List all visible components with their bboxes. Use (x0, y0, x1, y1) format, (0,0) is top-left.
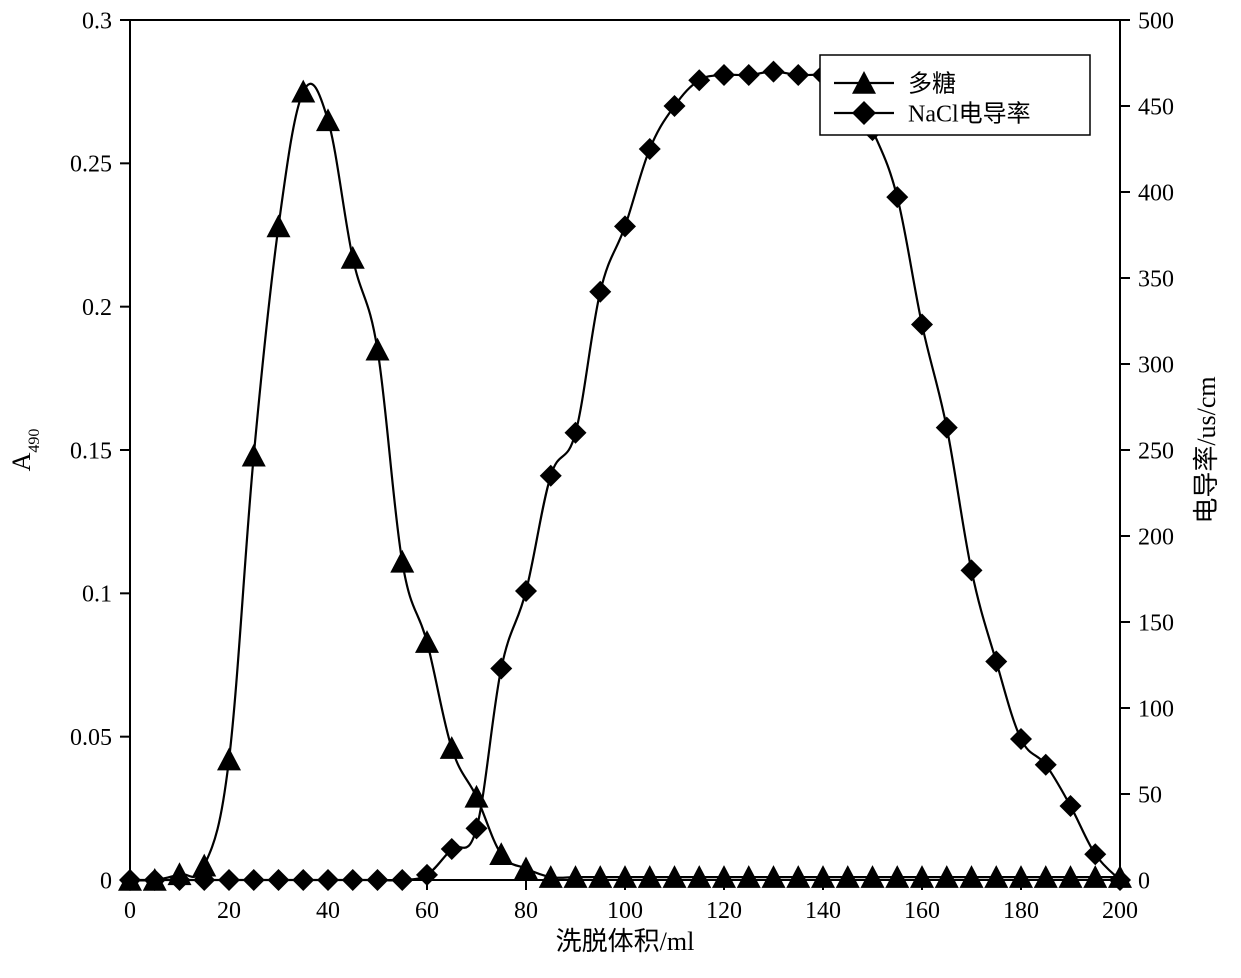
series-marker-NaCl电导率 (1060, 795, 1082, 817)
x-tick-label: 140 (805, 898, 841, 924)
x-tick-label: 80 (514, 898, 538, 924)
series-marker-NaCl电导率 (342, 869, 364, 891)
elution-chart: 0 20 40 60 80 100 120 140 160 180 200 洗脱体积/ml 0 0.05 0… (0, 0, 1241, 978)
series-marker-NaCl电导率 (1010, 728, 1032, 750)
series-marker-多糖 (341, 246, 365, 269)
series-line-多糖 (130, 84, 1120, 881)
yr-tick-label: 0 (1138, 868, 1150, 894)
yr-tick-label: 100 (1138, 696, 1174, 722)
series-marker-NaCl电导率 (268, 869, 290, 891)
series-marker-多糖 (390, 550, 414, 573)
legend-label: NaCl电导率 (908, 100, 1031, 127)
series-marker-NaCl电导率 (911, 313, 933, 335)
series-marker-NaCl电导率 (367, 869, 389, 891)
series-marker-多糖 (539, 865, 563, 888)
yr-tick-label: 500 (1138, 8, 1174, 34)
series-marker-多糖 (242, 444, 266, 467)
series-marker-NaCl电导率 (1084, 843, 1106, 865)
yr-tick-label: 300 (1138, 352, 1174, 378)
x-tick-label: 160 (904, 898, 940, 924)
series-marker-NaCl电导率 (614, 215, 636, 237)
series-marker-NaCl电导率 (763, 61, 785, 83)
chart-container: 0 20 40 60 80 100 120 140 160 180 200 洗脱体积/ml 0 0.05 0… (0, 0, 1241, 978)
x-tick-label: 120 (706, 898, 742, 924)
series-marker-NaCl电导率 (589, 281, 611, 303)
series-marker-多糖 (366, 338, 390, 361)
series-marker-NaCl电导率 (985, 651, 1007, 673)
series-marker-多糖 (316, 108, 340, 131)
x-tick-label: 0 (124, 898, 136, 924)
yr-tick-label: 50 (1138, 782, 1162, 808)
series-marker-NaCl电导率 (961, 559, 983, 581)
x-tick-label: 40 (316, 898, 340, 924)
series-marker-多糖 (267, 214, 291, 237)
series-marker-NaCl电导率 (243, 869, 265, 891)
x-tick-label: 20 (217, 898, 241, 924)
yr-tick-label: 250 (1138, 438, 1174, 464)
series-marker-NaCl电导率 (515, 580, 537, 602)
series-marker-NaCl电导率 (688, 69, 710, 91)
plot-border (130, 20, 1120, 880)
yr-tick-label: 350 (1138, 266, 1174, 292)
yr-tick-label: 150 (1138, 610, 1174, 636)
x-tick-label: 180 (1003, 898, 1039, 924)
yr-tick-label: 450 (1138, 94, 1174, 120)
series-marker-NaCl电导率 (540, 465, 562, 487)
yl-tick-label: 0.15 (70, 438, 112, 464)
y-right-axis-label: 电导率/us/cm (1192, 376, 1221, 523)
yl-tick-label: 0.2 (82, 295, 112, 321)
series-marker-NaCl电导率 (169, 869, 191, 891)
series-marker-多糖 (217, 748, 241, 771)
legend-label: 多糖 (908, 70, 956, 97)
series-marker-多糖 (514, 857, 538, 880)
series-marker-NaCl电导率 (936, 417, 958, 439)
series-marker-NaCl电导率 (490, 657, 512, 679)
series-marker-NaCl电导率 (218, 869, 240, 891)
series-marker-NaCl电导率 (639, 138, 661, 160)
series-marker-NaCl电导率 (787, 64, 809, 86)
yl-tick-label: 0.1 (82, 582, 112, 608)
x-tick-label: 60 (415, 898, 439, 924)
series-marker-NaCl电导率 (292, 869, 314, 891)
series-marker-多糖 (415, 630, 439, 653)
yl-tick-label: 0.25 (70, 152, 112, 178)
y-left-axis-label: A490 (7, 429, 43, 472)
series-marker-NaCl电导率 (664, 95, 686, 117)
yr-tick-label: 400 (1138, 180, 1174, 206)
series-marker-NaCl电导率 (565, 422, 587, 444)
series-marker-NaCl电导率 (466, 817, 488, 839)
series-marker-多糖 (440, 736, 464, 759)
series-marker-NaCl电导率 (738, 64, 760, 86)
series-marker-NaCl电导率 (391, 869, 413, 891)
yr-tick-label: 200 (1138, 524, 1174, 550)
series-marker-多糖 (489, 842, 513, 865)
x-tick-label: 200 (1102, 898, 1138, 924)
series-line-NaCl电导率 (130, 72, 1120, 881)
yl-tick-label: 0.3 (82, 8, 112, 34)
yl-tick-label: 0 (100, 868, 112, 894)
x-axis-label: 洗脱体积/ml (556, 927, 695, 956)
series-marker-NaCl电导率 (713, 64, 735, 86)
x-tick-label: 100 (607, 898, 643, 924)
yl-tick-label: 0.05 (70, 725, 112, 751)
series-marker-NaCl电导率 (317, 869, 339, 891)
series-marker-NaCl电导率 (886, 186, 908, 208)
